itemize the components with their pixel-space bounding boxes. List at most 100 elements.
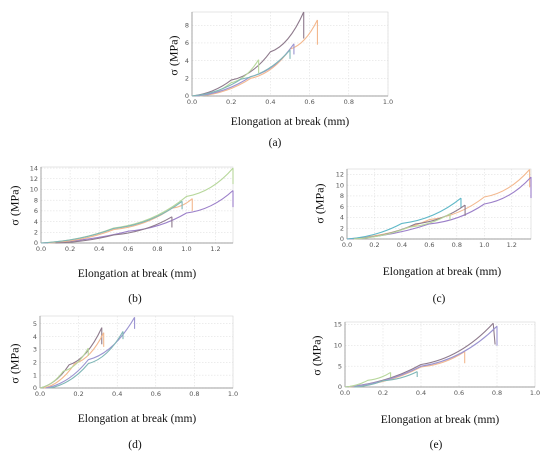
x-tick-label: 1.0: [228, 390, 238, 398]
y-tick-label: 8: [185, 21, 189, 29]
chart-b: 0.0 0.2 0.4 0.6 0.8 1.0 1.2 0 2 4 6 8 10 12 14: [30, 164, 234, 253]
chart-d: 0.0 0.2 0.4 0.6 0.8 1.0 0 1 2 3 4 5: [33, 315, 238, 398]
y-tick-label: 2: [185, 75, 189, 83]
x-tick-label: 0.2: [65, 245, 75, 253]
x-tick-label: 1.0: [383, 98, 393, 106]
series-line-3: [344, 325, 498, 388]
x-tick-label: 1.2: [210, 245, 220, 253]
x-tick-label: 0.4: [265, 98, 275, 106]
x-axis-label: Elongation at break (mm): [77, 413, 197, 425]
y-tick-label: 6: [34, 207, 38, 215]
plot-area: [39, 315, 234, 389]
panel-label: (c): [432, 293, 446, 305]
x-tick-label: 0.8: [492, 389, 502, 397]
y-tick-label: 0: [338, 383, 342, 391]
series-line-2: [43, 332, 105, 389]
y-tick-label: 10: [336, 181, 344, 189]
y-axis-label: σ (MPa): [309, 335, 324, 376]
y-tick-label: 10: [30, 186, 38, 194]
x-tick-label: 0.6: [151, 390, 161, 398]
panel-label: (b): [128, 293, 142, 305]
panel-a: 0.0 0.2 0.4 0.6 0.8 1.0 0 2 4 6 8 σ (MPa) Elongati…: [0, 0, 550, 152]
panel-c: 0.0 0.2 0.4 0.6 0.8 1.0 1.2 0 2 4 6 8 10 12 σ (MPa) E…: [275, 160, 550, 310]
plot-area: [344, 321, 536, 388]
panel-d: 0.0 0.2 0.4 0.6 0.8 1.0 0 1 2 3 4 5 σ (MPa) Elongat…: [0, 310, 275, 455]
series-line-4: [55, 216, 173, 244]
y-tick-label: 6: [340, 203, 344, 211]
x-tick-label: 1.2: [507, 241, 517, 249]
y-tick-label: 4: [185, 57, 189, 65]
y-tick-label: 0: [33, 384, 37, 392]
x-axis-label: Elongation at break (mm): [77, 268, 197, 280]
y-tick-label: 12: [30, 175, 38, 183]
y-axis-label: σ (MPa): [7, 343, 22, 384]
chart-c: 0.0 0.2 0.4 0.6 0.8 1.0 1.2 0 2 4 6 8 10 12: [336, 168, 532, 249]
x-tick-label: 1.0: [530, 389, 540, 397]
x-tick-label: 0.6: [123, 245, 133, 253]
x-axis-label: Elongation at break (mm): [382, 266, 502, 278]
series-line-5: [191, 49, 291, 97]
y-tick-label: 4: [34, 218, 38, 226]
x-tick-label: 0.2: [378, 389, 388, 397]
x-tick-label: 0.0: [36, 245, 46, 253]
x-tick-label: 0.0: [340, 389, 350, 397]
x-tick-label: 0.4: [94, 245, 104, 253]
chart-a: 0.0 0.2 0.4 0.6 0.8 1.0 0 2 4 6 8: [185, 11, 393, 106]
y-tick-label: 4: [340, 214, 344, 222]
y-tick-label: 3: [33, 346, 37, 354]
y-tick-label: 6: [185, 39, 189, 47]
panel-label: (a): [268, 137, 282, 149]
y-tick-label: 2: [340, 224, 344, 232]
x-tick-label: 0.2: [369, 241, 379, 249]
x-tick-label: 0.8: [344, 98, 354, 106]
y-tick-label: 8: [34, 196, 38, 204]
y-tick-label: 14: [30, 164, 38, 172]
series-line-5: [40, 200, 183, 244]
y-tick-label: 0: [340, 235, 344, 243]
series-line-1: [191, 11, 305, 97]
series-line-2: [40, 190, 234, 244]
panel-label: (e): [429, 439, 443, 451]
y-tick-label: 2: [34, 228, 38, 236]
x-tick-label: 0.2: [226, 98, 236, 106]
panel-e: 0.0 0.2 0.4 0.6 0.8 1.0 0 5 10 15 σ (MPa) Elongat…: [275, 310, 550, 455]
x-tick-label: 0.4: [416, 389, 426, 397]
series-line-5: [39, 347, 89, 389]
x-tick-label: 0.0: [35, 390, 45, 398]
y-tick-label: 2: [33, 358, 37, 366]
x-tick-label: 0.6: [424, 241, 434, 249]
series-line-5: [354, 371, 418, 388]
x-tick-label: 0.8: [152, 245, 162, 253]
series-line-5: [353, 213, 451, 240]
y-tick-label: 5: [338, 362, 342, 370]
y-axis-label: σ (MPa): [166, 35, 181, 76]
y-tick-label: 5: [33, 320, 37, 328]
panel-b: 0.0 0.2 0.4 0.6 0.8 1.0 1.2 0 2 4 6 8 10 12 14 σ (MPa)…: [0, 160, 275, 310]
x-tick-label: 0.6: [454, 389, 464, 397]
x-tick-label: 0.6: [304, 98, 314, 106]
series-line-4: [49, 331, 124, 389]
x-tick-label: 0.0: [187, 98, 197, 106]
x-tick-label: 0.4: [112, 390, 122, 398]
series-line-3: [346, 197, 462, 240]
y-tick-label: 4: [33, 333, 37, 341]
x-tick-label: 0.2: [73, 390, 83, 398]
y-axis-label: σ (MPa): [7, 185, 22, 226]
y-tick-label: 15: [334, 321, 342, 329]
y-tick-label: 10: [334, 342, 342, 350]
x-tick-label: 0.8: [452, 241, 462, 249]
x-axis-label: Elongation at break (mm): [380, 414, 500, 426]
series-line-4: [344, 371, 391, 388]
chart-e: 0.0 0.2 0.4 0.6 0.8 1.0 0 5 10 15: [334, 321, 540, 397]
y-axis-label: σ (MPa): [312, 183, 327, 224]
x-tick-label: 1.0: [479, 241, 489, 249]
plot-area: [346, 168, 532, 240]
x-tick-label: 0.4: [397, 241, 407, 249]
series-line-2: [199, 19, 318, 97]
y-tick-label: 0: [34, 239, 38, 247]
x-tick-label: 0.8: [189, 390, 199, 398]
y-tick-label: 1: [33, 371, 37, 379]
panel-label: (d): [128, 439, 142, 451]
series-break-1: [492, 323, 496, 345]
series-line-1: [346, 169, 531, 240]
